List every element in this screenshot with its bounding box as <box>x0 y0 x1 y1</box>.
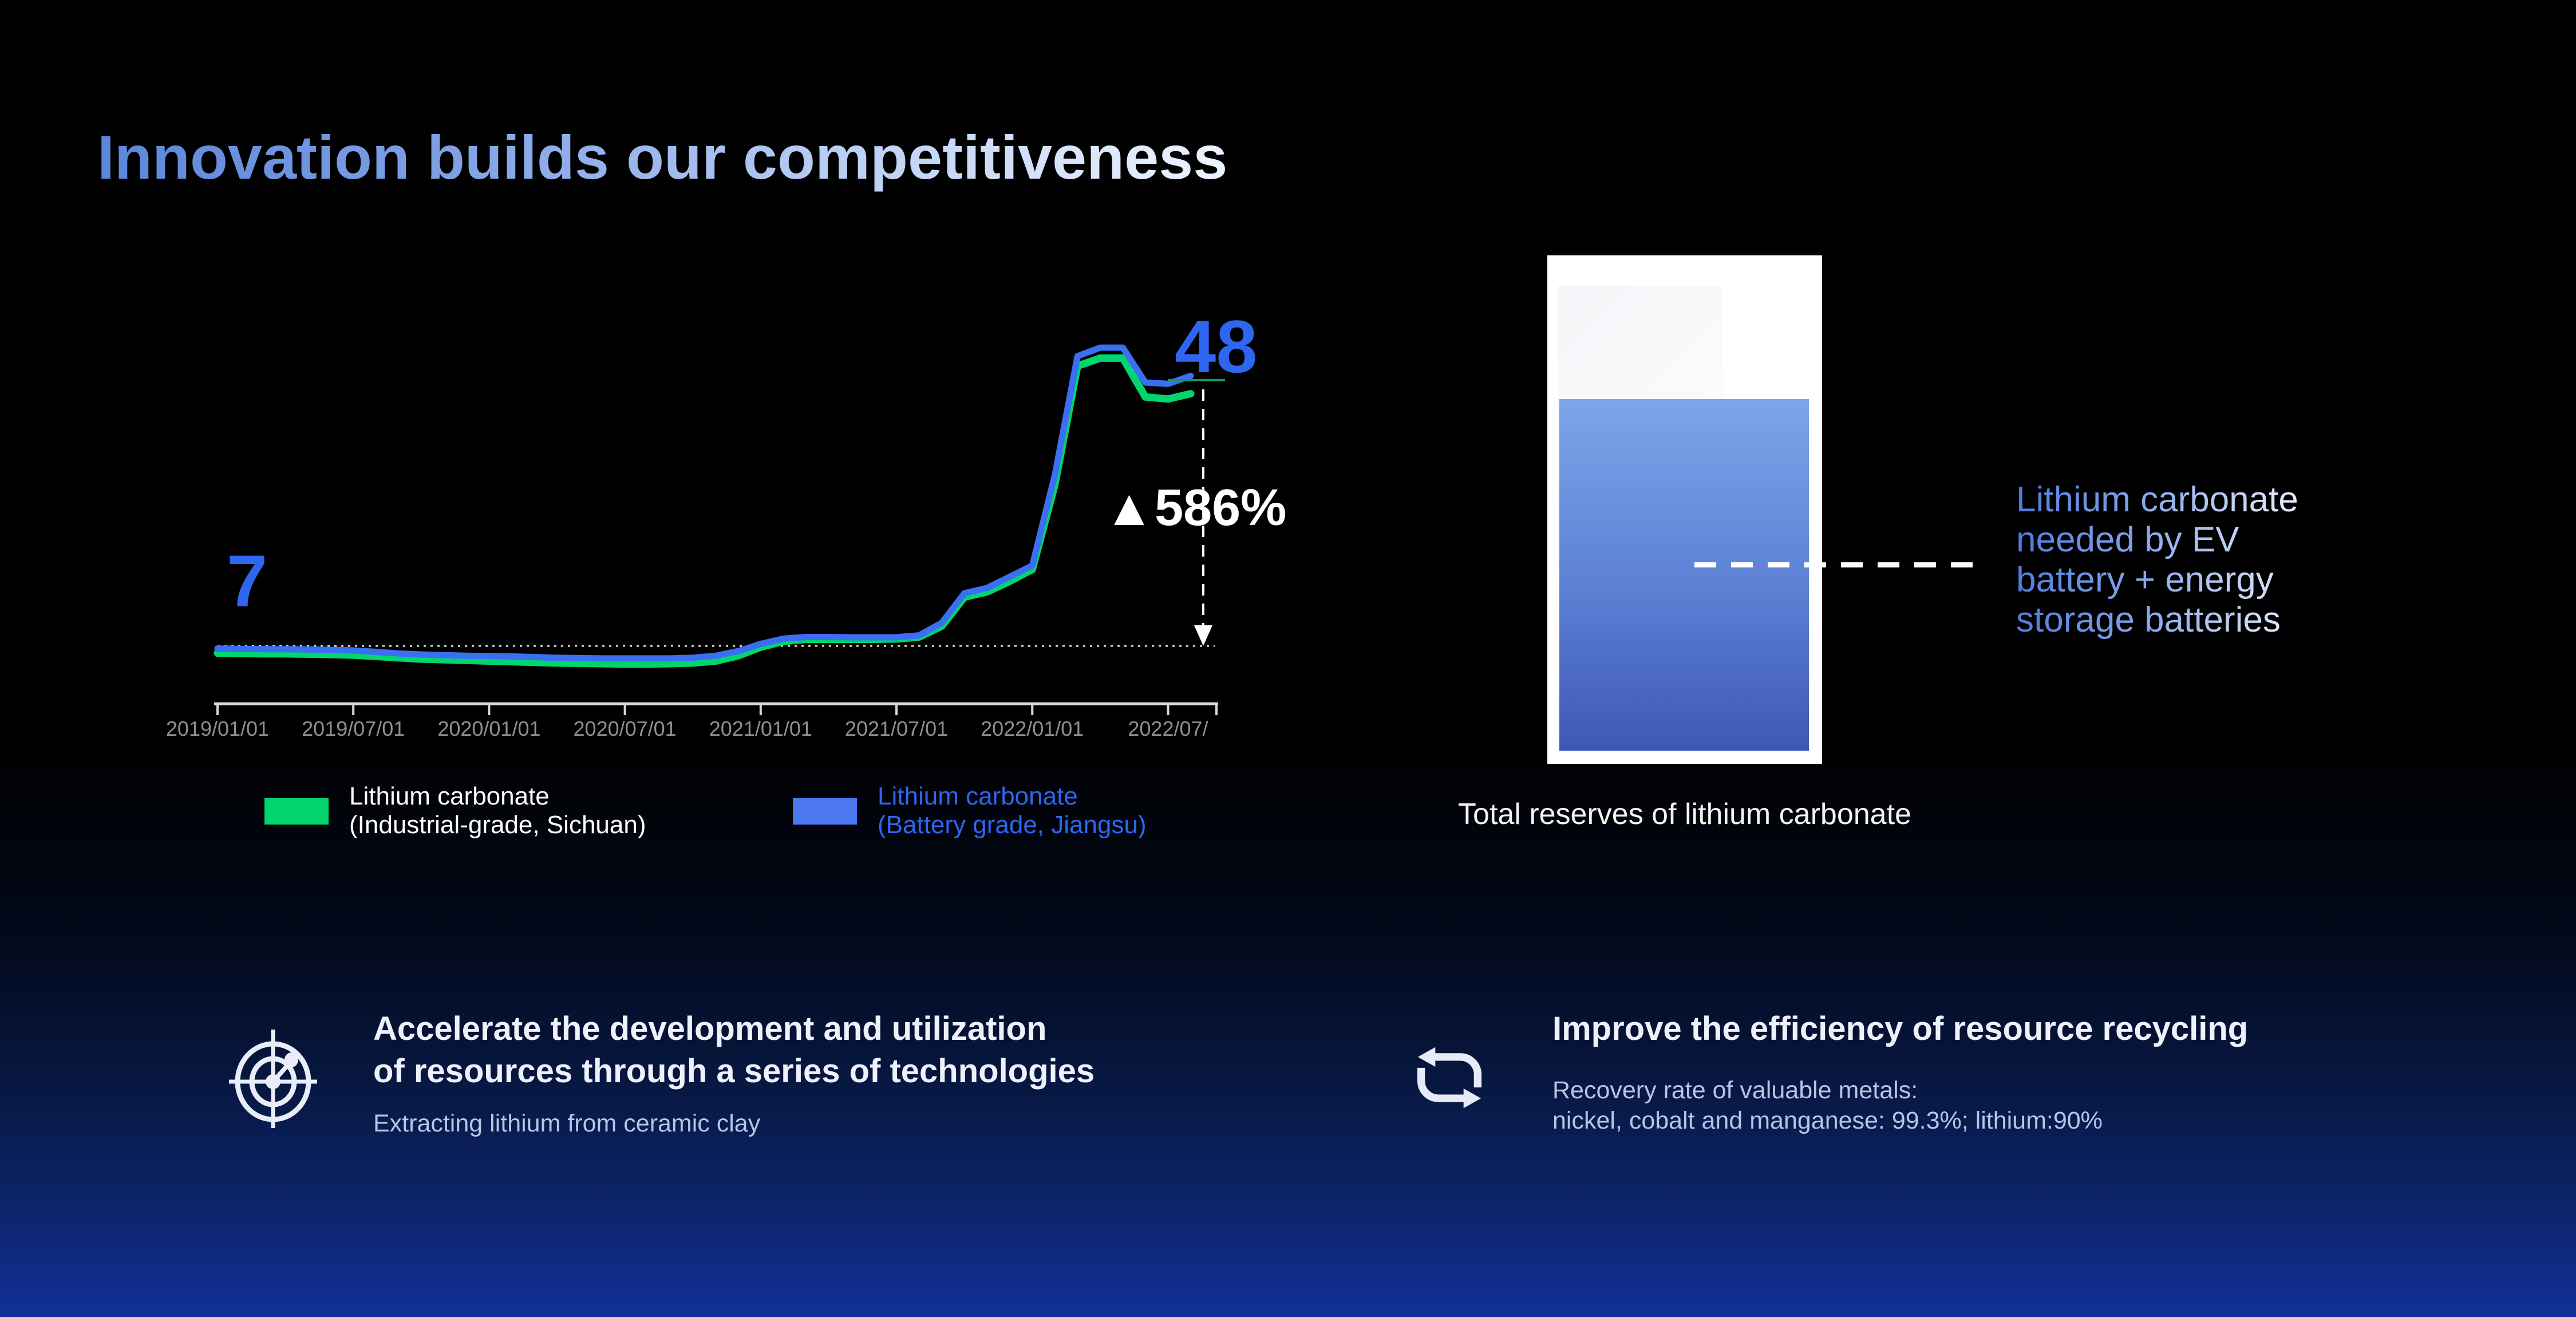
x-axis-label: 2019/07/01 <box>302 717 405 740</box>
annotation-line: Lithium carbonate <box>2016 480 2298 519</box>
legend-series-name: Lithium carbonate <box>878 782 1078 810</box>
x-axis-label: 2022/07/ <box>1128 717 1208 740</box>
legend-series-detail: (Industrial-grade, Sichuan) <box>349 811 646 839</box>
annotation-line: battery + energy <box>2016 560 2274 600</box>
title-line: Improve the efficiency of resource recyc… <box>1552 1010 2249 1047</box>
x-axis-ticks <box>216 704 1218 715</box>
annotation-line: needed by EV <box>2016 520 2239 559</box>
title-line: Accelerate the development and utilizati… <box>373 1010 1047 1047</box>
change-arrow-head <box>1194 625 1212 646</box>
legend-series-name: Lithium carbonate <box>349 782 550 810</box>
series-line-battery-blue <box>214 344 1194 662</box>
subtitle-line: Extracting lithium from ceramic clay <box>373 1110 761 1137</box>
reserve-fill-bar <box>1559 399 1809 751</box>
initiative-left-title: Accelerate the development and utilizati… <box>373 1008 1095 1093</box>
recycle-icon <box>1417 1047 1482 1109</box>
legend-item-industrial-grade: Lithium carbonate (Industrial-grade, Sic… <box>264 782 646 839</box>
subtitle-line: Recovery rate of valuable metals: <box>1552 1077 1918 1104</box>
page-title: Innovation builds our competitiveness <box>97 123 1228 192</box>
x-axis-label: 2022/01/01 <box>981 717 1084 740</box>
chart-series-lines <box>214 344 1195 668</box>
reserve-caption: Total reserves of lithium carbonate <box>1458 798 1911 831</box>
start-value-label: 7 <box>227 541 268 622</box>
initiative-left-subtitle: Extracting lithium from ceramic clay <box>373 1109 760 1139</box>
subtitle-line: nickel, cobalt and manganese: 99.3%; lit… <box>1552 1107 2103 1134</box>
x-axis-label: 2020/01/01 <box>437 717 541 740</box>
series-line-industrial-green <box>214 354 1195 668</box>
x-axis-label: 2021/01/01 <box>709 717 812 740</box>
legend-swatch-green <box>264 798 329 825</box>
initiative-right-subtitle: Recovery rate of valuable metals: nickel… <box>1552 1075 2103 1136</box>
x-axis-label: 2020/07/01 <box>573 717 677 740</box>
annotation-line: storage batteries <box>2016 600 2281 640</box>
legend-item-battery-grade: Lithium carbonate (Battery grade, Jiangs… <box>793 782 1147 839</box>
title-line: of resources through a series of technol… <box>373 1052 1095 1090</box>
reserve-container <box>1547 255 1822 764</box>
reserve-dashed-leader-line <box>1694 562 1974 567</box>
legend-series-detail: (Battery grade, Jiangsu) <box>878 811 1147 839</box>
legend-label: Lithium carbonate (Battery grade, Jiangs… <box>878 782 1147 839</box>
reserve-annotation-text: Lithium carbonate needed by EV battery +… <box>2016 480 2298 640</box>
target-radar-icon <box>229 1030 317 1128</box>
price-chart-plot <box>214 344 1225 715</box>
percent-change-label: ▲586% <box>1104 479 1287 537</box>
x-axis-label: 2021/07/01 <box>844 717 949 740</box>
legend-label: Lithium carbonate (Industrial-grade, Sic… <box>349 782 646 839</box>
initiative-right-title: Improve the efficiency of resource recyc… <box>1552 1008 2248 1050</box>
end-value-label: 48 <box>1175 305 1258 388</box>
x-axis-label: 2019/01/01 <box>165 717 270 740</box>
x-axis-tick-labels: 2019/01/01 2019/07/01 2020/01/01 2020/07/01… <box>166 717 1328 751</box>
legend-swatch-blue <box>793 798 857 825</box>
